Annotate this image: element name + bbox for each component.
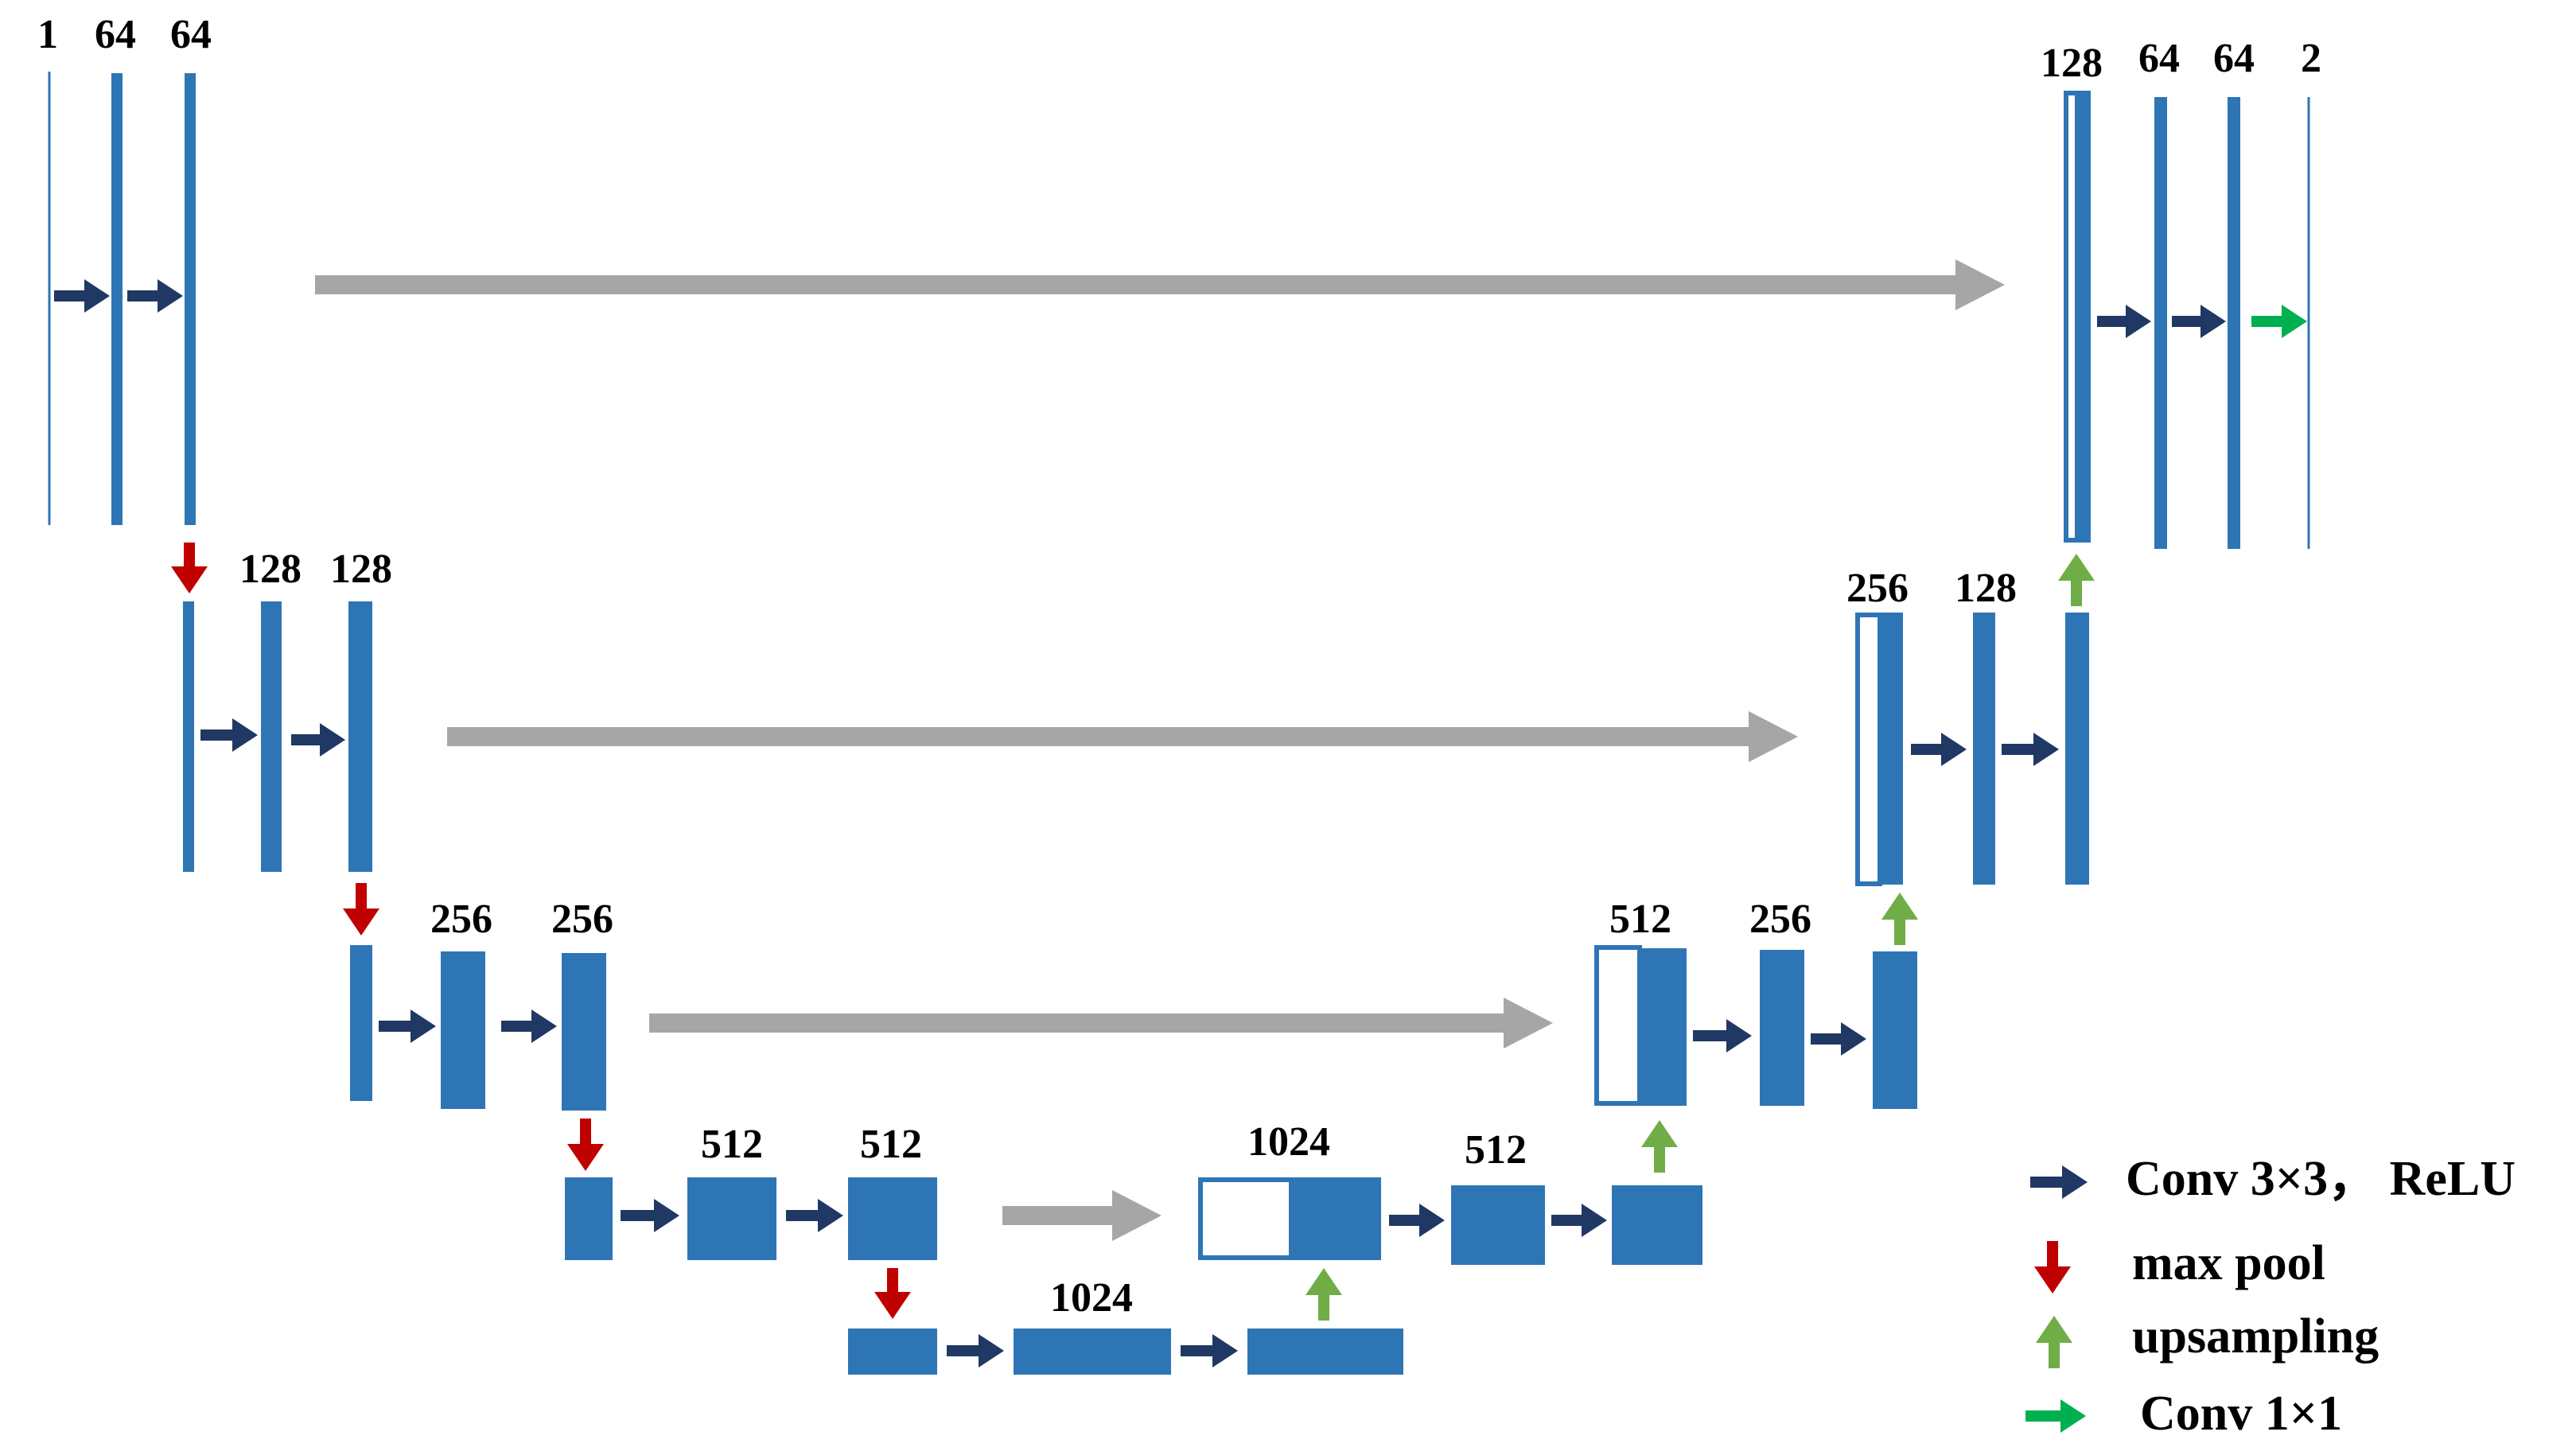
upsampling-arrow	[1306, 1268, 1342, 1321]
enc2-map-pooled	[183, 601, 194, 872]
dec4-copied-map	[1198, 1177, 1294, 1260]
legend-label-conv1x1: Conv 1×1	[2140, 1387, 2342, 1441]
bottleneck-map-2	[1247, 1329, 1403, 1375]
conv-arrow	[1551, 1204, 1607, 1237]
conv-arrow	[1911, 733, 1967, 766]
enc1-map-1	[111, 73, 123, 525]
enc3-map-2	[562, 953, 606, 1111]
dec4-map-1	[1451, 1185, 1545, 1265]
dec1-upsampled-map	[2076, 91, 2091, 543]
label-dec1-conv1: 64	[2138, 36, 2180, 81]
dec1-map-2	[2228, 97, 2240, 549]
legend-label-upsampling: upsampling	[2132, 1309, 2379, 1364]
upsampling-arrow	[1641, 1120, 1678, 1173]
enc4-map-pooled	[565, 1177, 613, 1260]
label-enc2-conv1: 128	[239, 547, 302, 592]
bottleneck-map-1	[1014, 1329, 1171, 1375]
label-dec4-conv1: 512	[1465, 1127, 1527, 1173]
label-dec3-concat: 512	[1609, 897, 1671, 942]
label-enc2-conv2: 128	[330, 547, 392, 592]
conv-arrow	[1389, 1204, 1445, 1237]
conv-arrow	[786, 1199, 843, 1232]
enc4-map-1	[687, 1177, 776, 1260]
dec3-map-2	[1873, 951, 1917, 1109]
conv-arrow	[54, 279, 110, 313]
enc2-map-2	[348, 601, 372, 872]
enc1-map-2	[185, 73, 196, 525]
maxpool-arrow	[171, 543, 208, 593]
conv-arrow	[1693, 1019, 1752, 1052]
upsampling-arrow-icon	[2036, 1316, 2072, 1368]
dec3-upsampled-map	[1640, 948, 1687, 1106]
dec2-map-2	[2065, 613, 2089, 885]
label-enc3-conv2: 256	[551, 897, 613, 942]
label-dec4-concat: 1024	[1247, 1119, 1330, 1165]
enc3-map-1	[441, 951, 485, 1109]
enc4-map-2	[848, 1177, 937, 1260]
skip-connection-arrow	[1002, 1190, 1162, 1241]
operation-arrows	[54, 279, 2307, 1367]
conv-arrow	[2097, 305, 2151, 338]
conv-arrow-icon	[2030, 1165, 2088, 1199]
label-dec1-concat: 128	[2041, 41, 2103, 86]
maxpool-arrow	[874, 1268, 911, 1319]
conv1x1-arrow-icon	[2025, 1399, 2086, 1433]
conv-arrow	[200, 718, 258, 752]
conv1x1-arrow	[2251, 305, 2307, 338]
enc3-map-pooled	[350, 945, 372, 1101]
legend-label-conv: Conv 3×3， ReLU	[2126, 1152, 2516, 1206]
label-dec2-conv1: 128	[1955, 566, 2017, 611]
label-dec1-output: 2	[2301, 36, 2321, 81]
bottleneck-map-pooled	[848, 1329, 937, 1375]
label-enc1-input: 1	[37, 12, 58, 57]
conv-arrow	[501, 1010, 557, 1043]
label-enc1-conv2: 64	[170, 12, 212, 57]
dec1-copied-map	[2064, 91, 2080, 543]
skip-connection-arrow	[315, 259, 2005, 310]
maxpool-arrow-icon	[2034, 1241, 2071, 1294]
label-bottleneck: 1024	[1050, 1275, 1133, 1321]
conv-arrow	[621, 1199, 679, 1232]
dec2-map-1	[1973, 613, 1995, 885]
skip-connections	[315, 259, 2005, 1241]
dec1-map-1	[2154, 97, 2167, 549]
dec3-map-1	[1760, 950, 1804, 1106]
dec3-copied-map	[1594, 945, 1642, 1106]
skip-connection-arrow	[447, 711, 1798, 762]
feature-maps	[48, 72, 2310, 1375]
conv-arrow	[2002, 733, 2059, 766]
upsampling-arrow	[2058, 554, 2095, 606]
label-enc1-conv1: 64	[95, 12, 136, 57]
legend: Conv 3×3， ReLU max pool upsampling Conv …	[2025, 1152, 2516, 1441]
label-enc4-conv1: 512	[701, 1122, 763, 1167]
conv-arrow	[127, 279, 183, 313]
label-dec1-conv2: 64	[2213, 36, 2255, 81]
enc2-map-1	[261, 601, 282, 872]
dec2-upsampled-map	[1879, 613, 1903, 885]
channel-labels: 1 64 64 128 128 256 256 512 512 1024 102…	[37, 12, 2321, 1321]
maxpool-arrow	[567, 1118, 604, 1171]
conv-arrow	[291, 723, 345, 757]
label-dec3-conv1: 256	[1749, 897, 1811, 942]
legend-label-maxpool: max pool	[2132, 1236, 2325, 1290]
label-enc3-conv1: 256	[430, 897, 492, 942]
label-enc4-conv2: 512	[860, 1122, 922, 1167]
maxpool-arrow	[343, 883, 379, 936]
label-dec2-concat: 256	[1846, 566, 1909, 611]
dec4-map-2	[1612, 1185, 1702, 1265]
conv-arrow	[947, 1334, 1004, 1367]
conv-arrow	[1181, 1334, 1238, 1367]
conv-arrow	[1811, 1022, 1866, 1056]
skip-connection-arrow	[649, 998, 1553, 1048]
dec4-upsampled-map	[1290, 1177, 1381, 1260]
conv-arrow	[379, 1010, 436, 1043]
upsampling-arrow	[1881, 893, 1918, 945]
conv-arrow	[2172, 305, 2226, 338]
dec2-copied-map	[1855, 613, 1882, 886]
